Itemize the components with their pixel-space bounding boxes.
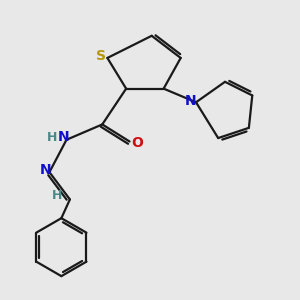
Text: N: N [40,164,52,178]
Text: N: N [57,130,69,144]
Text: H: H [47,130,57,143]
Text: N: N [185,94,197,108]
Text: O: O [131,136,143,150]
Text: H: H [52,189,62,202]
Text: S: S [96,49,106,63]
